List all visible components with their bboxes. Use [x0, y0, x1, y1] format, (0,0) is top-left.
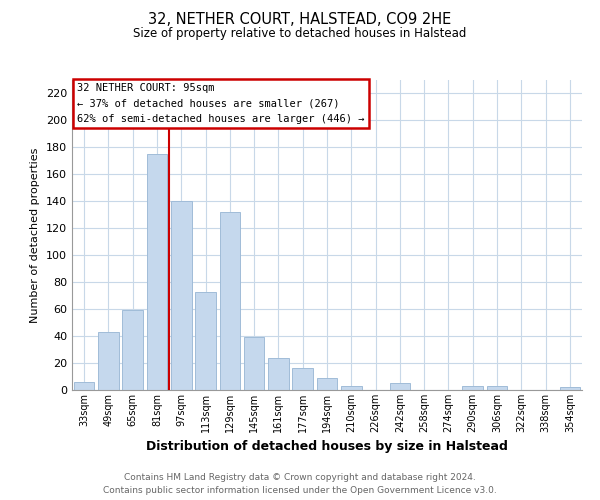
Bar — [195, 292, 216, 390]
Bar — [74, 382, 94, 390]
Bar — [389, 384, 410, 390]
Bar — [171, 202, 191, 390]
X-axis label: Distribution of detached houses by size in Halstead: Distribution of detached houses by size … — [146, 440, 508, 454]
Bar — [487, 386, 508, 390]
Text: 32 NETHER COURT: 95sqm
← 37% of detached houses are smaller (267)
62% of semi-de: 32 NETHER COURT: 95sqm ← 37% of detached… — [77, 83, 365, 124]
Bar — [146, 154, 167, 390]
Y-axis label: Number of detached properties: Number of detached properties — [31, 148, 40, 322]
Bar — [122, 310, 143, 390]
Bar — [463, 386, 483, 390]
Bar — [560, 388, 580, 390]
Bar — [317, 378, 337, 390]
Bar — [98, 332, 119, 390]
Text: 32, NETHER COURT, HALSTEAD, CO9 2HE: 32, NETHER COURT, HALSTEAD, CO9 2HE — [148, 12, 452, 28]
Text: Contains HM Land Registry data © Crown copyright and database right 2024.
Contai: Contains HM Land Registry data © Crown c… — [103, 473, 497, 495]
Bar — [244, 338, 265, 390]
Bar — [268, 358, 289, 390]
Bar — [292, 368, 313, 390]
Bar — [341, 386, 362, 390]
Text: Size of property relative to detached houses in Halstead: Size of property relative to detached ho… — [133, 28, 467, 40]
Bar — [220, 212, 240, 390]
